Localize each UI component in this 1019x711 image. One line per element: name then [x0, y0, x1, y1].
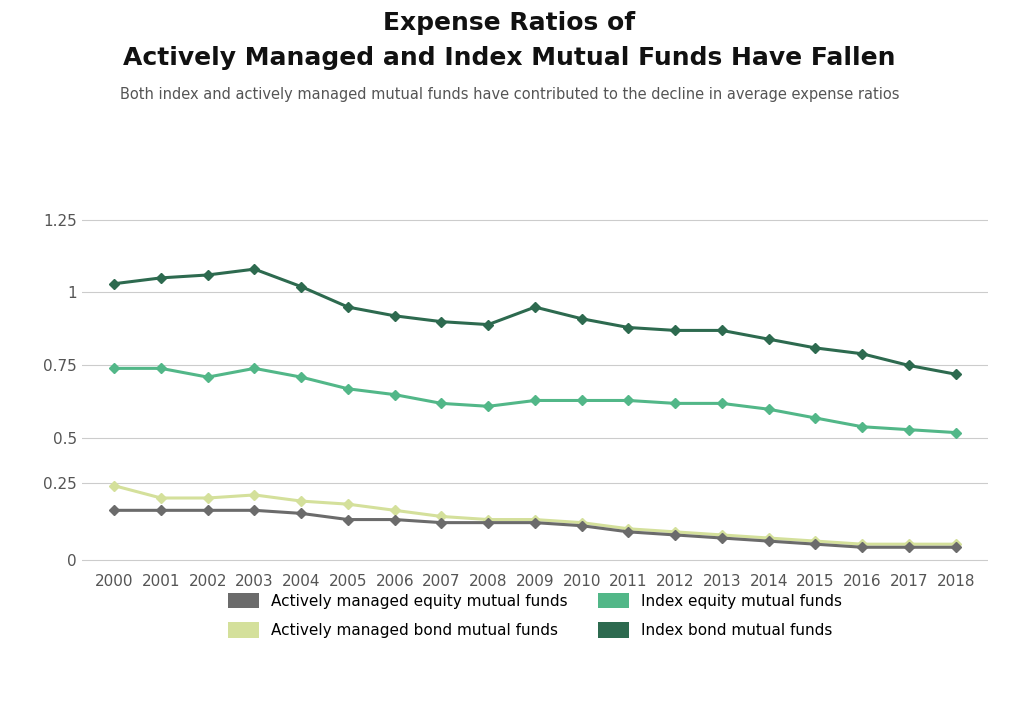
Text: Expense Ratios of: Expense Ratios of — [383, 11, 636, 35]
Legend: Actively managed equity mutual funds, Actively managed bond mutual funds, Index : Actively managed equity mutual funds, Ac… — [222, 587, 848, 644]
Text: Both index and actively managed mutual funds have contributed to the decline in : Both index and actively managed mutual f… — [120, 87, 899, 102]
Text: Actively Managed and Index Mutual Funds Have Fallen: Actively Managed and Index Mutual Funds … — [123, 46, 896, 70]
